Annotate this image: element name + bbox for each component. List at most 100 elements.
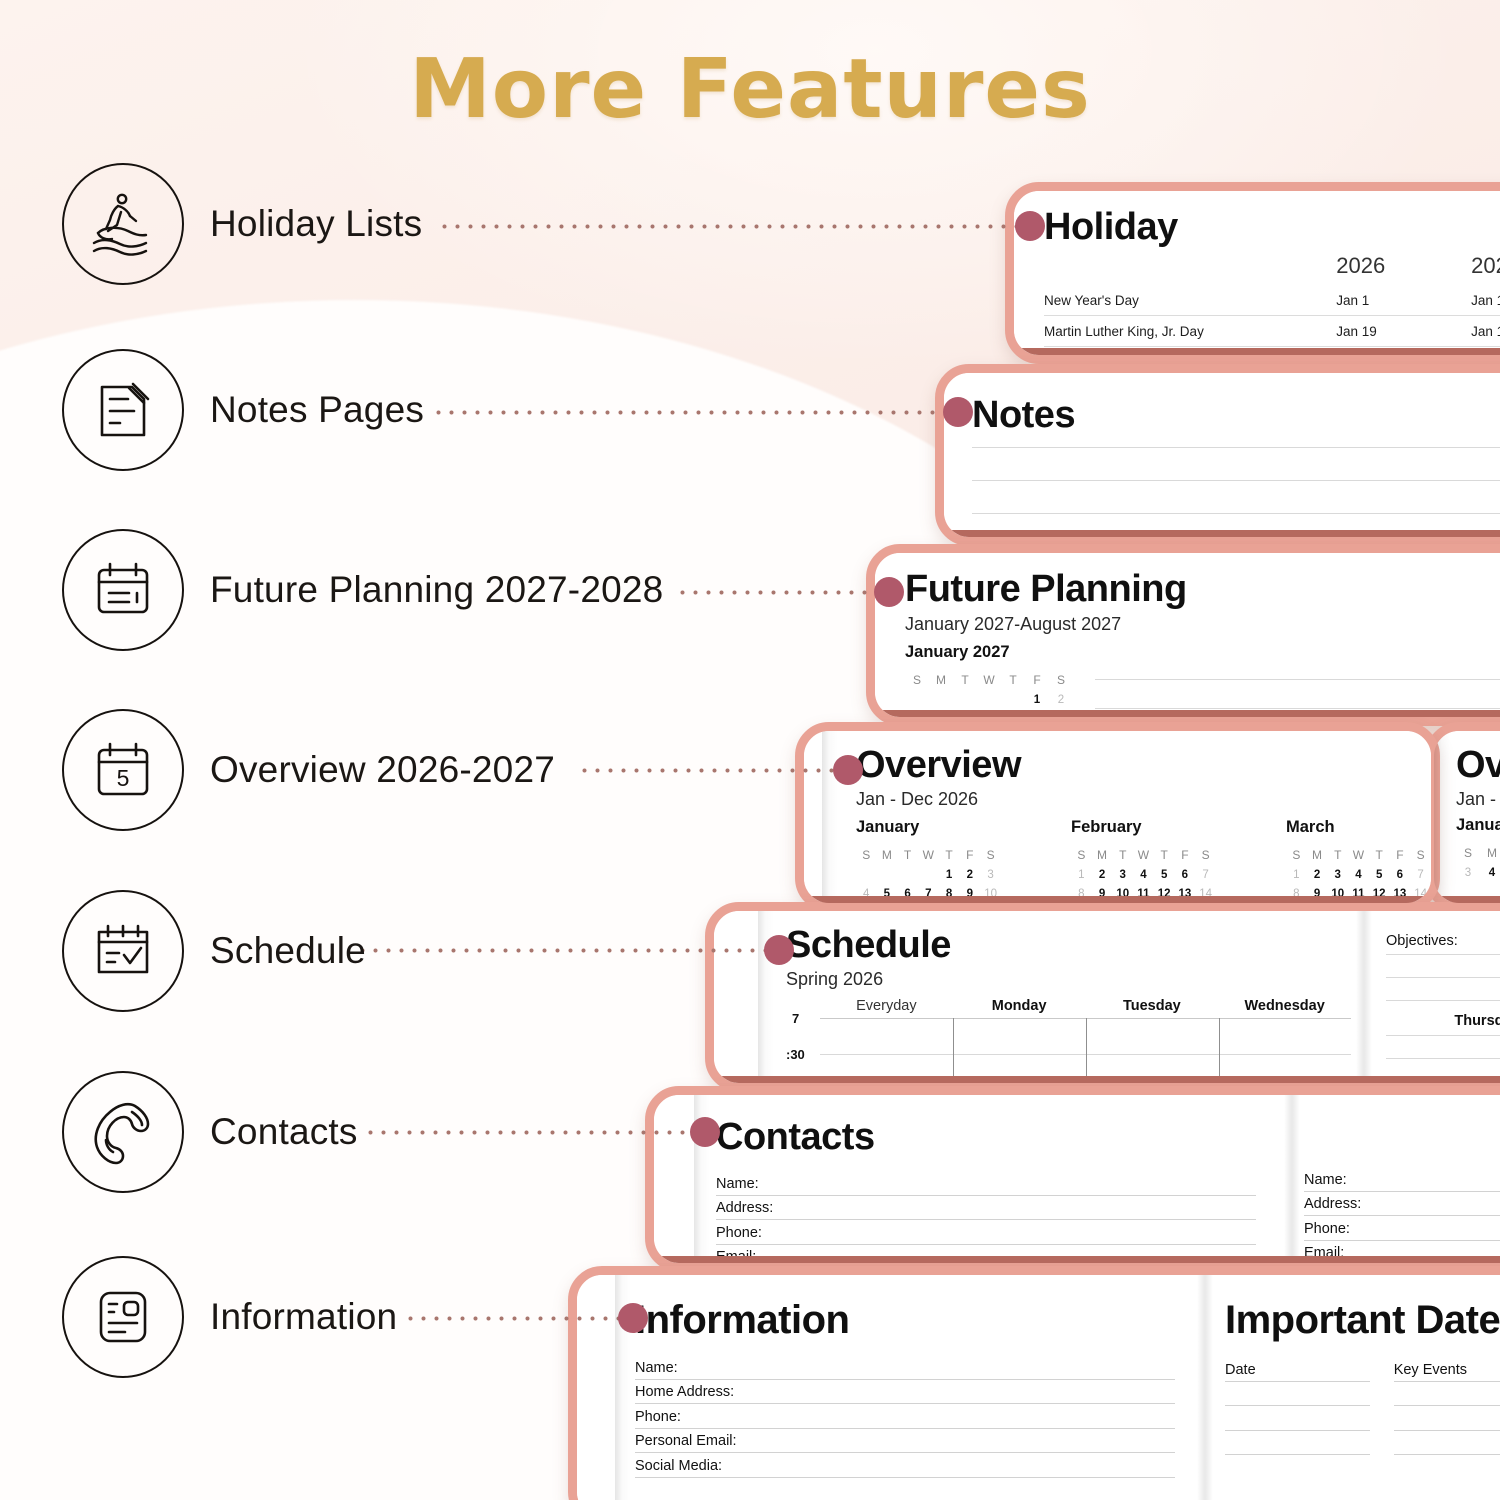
calendar-day: 6 bbox=[1396, 868, 1404, 881]
calendar-day: 4 bbox=[1355, 868, 1362, 881]
weekday: T bbox=[1334, 847, 1342, 862]
weekday: S bbox=[986, 847, 995, 862]
planning-rule-line bbox=[1095, 708, 1500, 709]
page-card-holiday[interactable]: Holiday 2026 2027 New Year's Day Jan 1 bbox=[1005, 182, 1500, 364]
calendar-week-row: 1 2 bbox=[905, 690, 1073, 709]
page-card-information[interactable]: Information Name: Home Address: Phone: P… bbox=[568, 1266, 1500, 1500]
connector-line-holiday bbox=[438, 224, 1028, 229]
feature-item-contacts[interactable]: Contacts bbox=[62, 1067, 358, 1197]
schedule-hour-label: 7 bbox=[792, 1011, 800, 1026]
weekday: S bbox=[1077, 847, 1086, 862]
contacts-field-phone: Phone: bbox=[716, 1220, 1256, 1245]
calendar-day: 7 bbox=[925, 887, 932, 900]
weekday: T bbox=[1375, 847, 1383, 862]
calendar-day: 1 bbox=[1078, 868, 1085, 881]
overview2-calendar: January S M T 3 4 5 bbox=[1456, 816, 1500, 882]
schedule-title: Schedule bbox=[786, 924, 951, 966]
calendar-day bbox=[929, 690, 953, 709]
page-gutter bbox=[822, 731, 838, 903]
important-dates-title: Important Dates bbox=[1225, 1298, 1500, 1342]
page-card-contacts[interactable]: Contacts Name: Address: Phone: Email: bbox=[645, 1086, 1500, 1272]
feature-item-information[interactable]: Information bbox=[62, 1252, 397, 1382]
weekday: W bbox=[1137, 847, 1150, 862]
calendar-day: 1 bbox=[1293, 868, 1300, 881]
page-card-future-planning[interactable]: Future Planning January 2027-August 2027… bbox=[866, 544, 1500, 726]
calendar-lines-icon-circle bbox=[62, 529, 184, 651]
feature-label-contacts: Contacts bbox=[210, 1111, 358, 1152]
important-dates-row bbox=[1393, 1382, 1500, 1406]
overview2-month: January bbox=[1456, 816, 1500, 834]
holiday-date-2026: Jan 1 bbox=[1336, 285, 1472, 316]
important-dates-col-key-events: Key Events bbox=[1393, 1357, 1500, 1382]
weekday: S bbox=[1416, 847, 1425, 862]
weekday: S bbox=[862, 847, 871, 862]
information-field-name: Name: bbox=[635, 1355, 1175, 1380]
phone-handset-icon-circle bbox=[62, 1071, 184, 1193]
weekday: M bbox=[1487, 845, 1497, 860]
calendar-day: 3 bbox=[1119, 868, 1126, 881]
calendar-lines-icon bbox=[86, 553, 160, 627]
weekday: T bbox=[1119, 847, 1127, 862]
month-name: March bbox=[1286, 818, 1335, 836]
card-bottom-edge bbox=[1014, 348, 1500, 355]
weekday: M bbox=[1097, 847, 1108, 862]
page-title: More Features bbox=[409, 42, 1091, 137]
calendar-day bbox=[1001, 690, 1025, 709]
field-label: Address: bbox=[716, 1200, 774, 1216]
weekday: F bbox=[1033, 672, 1041, 687]
feature-item-schedule[interactable]: Schedule bbox=[62, 886, 366, 1016]
weekday: T bbox=[1009, 672, 1017, 687]
schedule-column-everyday: Everyday bbox=[856, 998, 917, 1014]
feature-label-overview: Overview 2026-2027 bbox=[210, 749, 556, 790]
calendar-day: 5 bbox=[1375, 868, 1383, 881]
note-pencil-icon-circle bbox=[62, 349, 184, 471]
calendar-day: 2 bbox=[1313, 868, 1321, 881]
schedule-column-tuesday: Tuesday bbox=[1122, 998, 1181, 1014]
page-card-notes[interactable]: Notes bbox=[935, 364, 1500, 546]
overview2-subtitle: Jan - D bbox=[1456, 789, 1500, 809]
holiday-table-body: New Year's Day Jan 1 Jan 1 Martin Luther… bbox=[1044, 285, 1500, 355]
overview-month-january: January S M T W T F S bbox=[856, 818, 1001, 903]
schedule-subtitle: Spring 2026 bbox=[786, 969, 884, 989]
weekday: W bbox=[922, 847, 934, 862]
page-card-schedule[interactable]: Schedule Spring 2026 Everyday Monday Tue… bbox=[705, 902, 1500, 1092]
overview-month-march: March S M T W T F S bbox=[1286, 818, 1431, 903]
future-planning-subtitle: January 2027-August 2027 bbox=[905, 614, 1122, 634]
connector-line-schedule bbox=[356, 948, 778, 953]
feature-item-notes-pages[interactable]: Notes Pages bbox=[62, 345, 424, 475]
calendar-weekday-row: S M T W T F S bbox=[905, 669, 1073, 690]
mini-calendar: S M T W T F S bbox=[856, 844, 1001, 903]
calendar-day: 8 bbox=[1078, 887, 1085, 900]
feature-item-future-planning[interactable]: Future Planning 2027-2028 bbox=[62, 525, 663, 655]
connector-node-notes bbox=[943, 397, 973, 427]
weekday: W bbox=[1352, 847, 1365, 862]
schedule-column-monday: Monday bbox=[991, 998, 1047, 1014]
calendar-day: 4 bbox=[1488, 866, 1496, 879]
overview-subtitle: Jan - Dec 2026 bbox=[856, 789, 979, 809]
calendar-day: 9 bbox=[966, 887, 973, 900]
information-page-inner: Information Name: Home Address: Phone: P… bbox=[577, 1275, 1500, 1500]
calendar-week-row: 1 2 3 4 5 6 7 bbox=[1286, 865, 1431, 884]
calendar-day: 2 bbox=[1057, 693, 1065, 706]
calendar-day: 6 bbox=[1181, 868, 1189, 881]
calendar-day: 6 bbox=[904, 887, 911, 900]
calendar-check-icon bbox=[86, 914, 160, 988]
calendar-day: 3 bbox=[987, 868, 994, 881]
table-row: New Year's Day Jan 1 Jan 1 bbox=[1044, 285, 1500, 316]
notes-title: Notes bbox=[972, 394, 1076, 436]
holiday-title: Holiday bbox=[1044, 206, 1178, 248]
feature-item-holiday-lists[interactable]: Holiday Lists bbox=[62, 159, 422, 289]
holiday-page-inner: Holiday 2026 2027 New Year's Day Jan 1 bbox=[1014, 191, 1500, 355]
important-dates-row bbox=[1225, 1431, 1370, 1455]
connector-line-overview bbox=[578, 768, 846, 773]
feature-item-overview[interactable]: 5 Overview 2026-2027 bbox=[62, 705, 555, 835]
page-card-overview-secondary[interactable]: Overview Jan - D January S M T 3 4 5 bbox=[1425, 722, 1500, 912]
page-card-overview[interactable]: Overview Jan - Dec 2026 January S M T W … bbox=[795, 722, 1440, 912]
calendar-weekday-row: S M T W T F S bbox=[1286, 844, 1431, 865]
thursday-rule-line bbox=[1386, 1035, 1500, 1036]
calendar-weekday-row: S M T bbox=[1456, 842, 1500, 863]
schedule-column-wednesday: Wednesday bbox=[1244, 998, 1325, 1014]
calendar-day: 7 bbox=[1417, 868, 1424, 881]
note-rule-line bbox=[972, 447, 1500, 448]
connector-node-contacts bbox=[690, 1117, 720, 1147]
